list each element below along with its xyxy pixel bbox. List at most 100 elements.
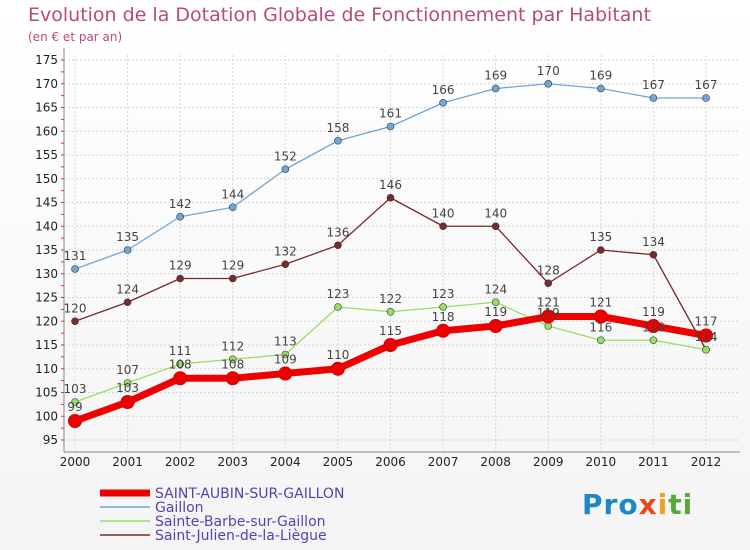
data-point bbox=[544, 79, 553, 88]
data-label: 109 bbox=[274, 353, 297, 367]
data-label: 119 bbox=[537, 306, 560, 320]
x-tick-label: 2012 bbox=[691, 455, 722, 469]
data-point bbox=[334, 241, 342, 250]
y-tick-label: 110 bbox=[35, 362, 58, 376]
data-label: 167 bbox=[642, 78, 665, 92]
data-label: 117 bbox=[695, 315, 718, 329]
data-point bbox=[597, 336, 605, 345]
data-point bbox=[649, 250, 658, 259]
x-tick-label: 2010 bbox=[586, 455, 617, 469]
y-tick-label: 130 bbox=[35, 267, 58, 281]
data-label: 99 bbox=[67, 400, 82, 414]
data-label: 120 bbox=[64, 301, 87, 315]
data-point bbox=[71, 398, 79, 406]
x-tick-label: 2001 bbox=[112, 455, 143, 469]
data-label: 135 bbox=[589, 230, 612, 244]
data-point bbox=[281, 260, 290, 269]
data-label: 123 bbox=[326, 287, 349, 301]
chart-subtitle: (en € et par an) bbox=[28, 30, 123, 44]
data-point bbox=[68, 414, 82, 428]
y-tick-label: 170 bbox=[35, 77, 58, 91]
data-point bbox=[439, 303, 447, 311]
data-label: 111 bbox=[169, 344, 192, 358]
data-label: 170 bbox=[537, 64, 560, 78]
data-point bbox=[439, 222, 447, 231]
data-label: 131 bbox=[64, 249, 87, 263]
x-tick-label: 2011 bbox=[638, 455, 669, 469]
data-point bbox=[176, 360, 184, 368]
y-tick-label: 150 bbox=[35, 172, 58, 186]
data-label: 158 bbox=[326, 121, 349, 135]
x-tick-label: 2008 bbox=[480, 455, 511, 469]
y-tick-label: 155 bbox=[35, 148, 58, 162]
data-label: 161 bbox=[379, 107, 402, 121]
data-point bbox=[491, 222, 500, 231]
y-tick-label: 140 bbox=[35, 219, 58, 233]
data-label: 122 bbox=[379, 292, 402, 306]
x-tick-label: 2003 bbox=[217, 455, 248, 469]
data-point bbox=[649, 94, 658, 102]
data-label: 135 bbox=[116, 230, 139, 244]
x-tick-label: 2000 bbox=[60, 455, 91, 469]
data-point bbox=[491, 298, 500, 307]
y-tick-label: 175 bbox=[35, 53, 58, 67]
data-label: 114 bbox=[695, 330, 718, 344]
data-label: 123 bbox=[432, 287, 455, 301]
data-point bbox=[71, 317, 79, 326]
x-tick-label: 2007 bbox=[428, 455, 459, 469]
data-label: 146 bbox=[379, 178, 402, 192]
data-point bbox=[383, 338, 398, 352]
data-label: 140 bbox=[484, 206, 507, 220]
data-point bbox=[123, 246, 132, 254]
data-point bbox=[593, 309, 608, 324]
chart-title: Evolution de la Dotation Globale de Fonc… bbox=[28, 4, 651, 26]
data-label: 124 bbox=[484, 282, 507, 296]
y-tick-label: 115 bbox=[35, 338, 58, 352]
y-tick-label: 145 bbox=[35, 196, 58, 210]
data-label: 140 bbox=[432, 206, 455, 220]
data-label: 119 bbox=[642, 305, 665, 319]
data-point bbox=[702, 345, 710, 354]
data-label: 134 bbox=[642, 235, 665, 249]
data-label: 110 bbox=[326, 348, 349, 362]
data-point bbox=[597, 84, 605, 93]
data-point bbox=[439, 98, 447, 107]
data-label: 144 bbox=[221, 187, 244, 201]
y-tick-label: 120 bbox=[35, 314, 58, 328]
data-point bbox=[597, 246, 605, 254]
data-label: 108 bbox=[221, 357, 244, 371]
data-point bbox=[123, 298, 132, 307]
data-point bbox=[649, 336, 658, 345]
data-point bbox=[699, 328, 713, 343]
data-label: 128 bbox=[537, 263, 560, 277]
data-point bbox=[334, 303, 342, 311]
data-label: 129 bbox=[221, 259, 244, 273]
x-tick-label: 2009 bbox=[533, 455, 564, 469]
data-label: 169 bbox=[484, 69, 507, 83]
data-point bbox=[228, 274, 237, 283]
data-point bbox=[330, 361, 345, 376]
data-point bbox=[334, 136, 342, 145]
legend-label: SAINT-AUBIN-SUR-GAILLON bbox=[155, 486, 344, 502]
data-label: 129 bbox=[169, 259, 192, 273]
data-label: 114 bbox=[695, 330, 718, 344]
data-label: 108 bbox=[169, 357, 192, 371]
data-label: 152 bbox=[274, 149, 297, 163]
data-label: 136 bbox=[326, 225, 349, 239]
data-point bbox=[278, 366, 293, 381]
legend-label: Sainte-Barbe-sur-Gaillon bbox=[155, 514, 326, 530]
data-point bbox=[544, 279, 553, 288]
data-point bbox=[702, 94, 710, 102]
y-tick-label: 95 bbox=[43, 433, 58, 447]
data-label: 119 bbox=[484, 305, 507, 319]
data-point bbox=[281, 350, 290, 359]
data-point bbox=[386, 307, 395, 316]
y-tick-label: 160 bbox=[35, 124, 58, 138]
data-point bbox=[386, 122, 395, 131]
data-point bbox=[176, 212, 184, 221]
data-point bbox=[541, 309, 556, 324]
legend-label: Saint-Julien-de-la-Liègue bbox=[155, 528, 327, 544]
data-label: 166 bbox=[432, 83, 455, 97]
